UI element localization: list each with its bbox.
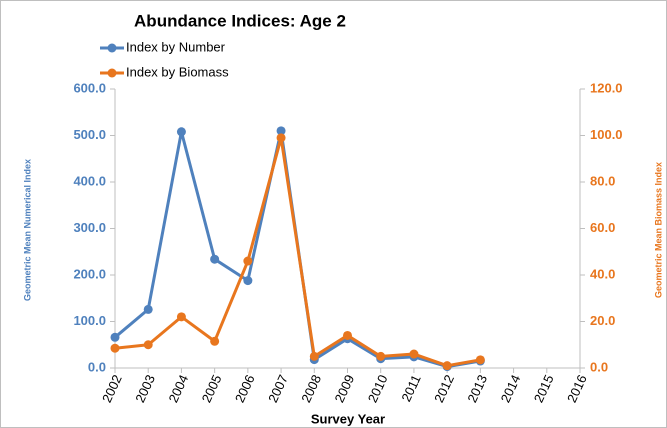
y-tick-label: 400.0 <box>73 173 106 188</box>
chart-title: Abundance Indices: Age 2 <box>134 11 346 30</box>
marker <box>276 133 286 143</box>
y2-tick-label: 120.0 <box>590 80 623 95</box>
y-tick-label: 100.0 <box>73 313 106 328</box>
x-axis-title: Survey Year <box>311 411 385 426</box>
marker <box>309 351 319 361</box>
legend-label: Index by Biomass <box>126 64 229 79</box>
y-tick-label: 600.0 <box>73 80 106 95</box>
marker <box>243 256 253 266</box>
y2-tick-label: 80.0 <box>590 173 615 188</box>
marker <box>176 127 186 137</box>
marker <box>143 304 153 314</box>
marker <box>110 332 120 342</box>
y2-tick-label: 100.0 <box>590 127 623 142</box>
marker <box>276 126 286 136</box>
y-tick-label: 500.0 <box>73 127 106 142</box>
legend-marker <box>107 43 117 53</box>
marker <box>343 330 352 340</box>
y-tick-label: 200.0 <box>73 266 106 281</box>
series-line <box>114 136 481 368</box>
y2-tick-label: 20.0 <box>590 313 615 328</box>
legend-marker <box>107 68 117 78</box>
marker <box>409 349 419 359</box>
marker <box>110 343 120 353</box>
marker <box>475 355 485 365</box>
y2-tick-label: 40.0 <box>590 266 615 281</box>
y-tick-label: 0.0 <box>88 359 106 374</box>
y2-axis-title: Geometric Mean Biomass Index <box>653 162 663 298</box>
marker <box>442 361 452 371</box>
marker <box>176 312 186 322</box>
y-tick-label: 300.0 <box>73 220 106 235</box>
y2-tick-label: 0.0 <box>590 359 608 374</box>
marker <box>143 340 153 350</box>
marker <box>243 276 253 286</box>
legend-label: Index by Number <box>126 39 226 54</box>
marker <box>210 254 220 264</box>
y-axis-title: Geometric Mean Numerical Index <box>22 159 32 301</box>
y2-tick-label: 60.0 <box>590 220 615 235</box>
marker <box>210 336 220 346</box>
marker <box>376 351 386 361</box>
